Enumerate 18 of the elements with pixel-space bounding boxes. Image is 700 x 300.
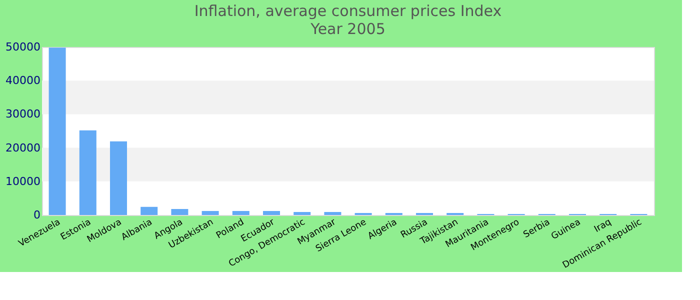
bar [294,212,311,215]
y-tick-label: 10000 [6,174,40,188]
bar [48,48,66,215]
chart-subtitle: Year 2005 [310,20,386,38]
y-tick-label: 40000 [6,74,40,88]
bar [79,130,96,215]
bar [263,210,280,215]
bar [324,212,342,215]
bar [110,141,127,215]
bar [171,208,188,215]
y-tick-label: 0 [34,208,40,222]
y-tick-label: 30000 [6,108,40,121]
bar [202,210,219,215]
y-tick-label: 50000 [6,40,40,54]
bar [140,206,158,215]
bar [232,210,250,215]
chart-title: Inflation, average consumer prices Index [194,2,502,20]
y-tick-label: 20000 [6,141,40,154]
